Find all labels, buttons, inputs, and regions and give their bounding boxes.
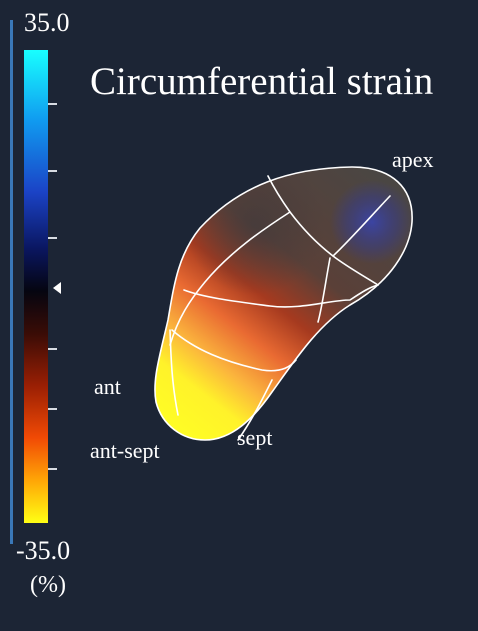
label-ant-sept: ant-sept xyxy=(90,438,160,463)
colorbar-max-label: 35.0 xyxy=(24,8,70,37)
colorbar-tick xyxy=(48,348,57,350)
colorbar-tick xyxy=(48,103,57,105)
label-sept: sept xyxy=(237,425,273,450)
colorbar-unit-label: (%) xyxy=(30,572,66,598)
mesh-lines xyxy=(154,166,413,441)
colorbar-tick xyxy=(48,468,57,470)
colorbar-tick xyxy=(48,237,57,239)
colorbar-tick xyxy=(48,408,57,410)
diagram-title: Circumferential strain xyxy=(90,60,434,103)
label-ant: ant xyxy=(94,374,121,399)
colorbar xyxy=(24,50,48,523)
colorbar-tick xyxy=(48,170,57,172)
colorbar-zero-marker xyxy=(53,282,61,294)
panel-left-edge xyxy=(10,20,13,544)
label-apex: apex xyxy=(392,147,434,172)
colorbar-min-label: -35.0 xyxy=(16,536,71,565)
